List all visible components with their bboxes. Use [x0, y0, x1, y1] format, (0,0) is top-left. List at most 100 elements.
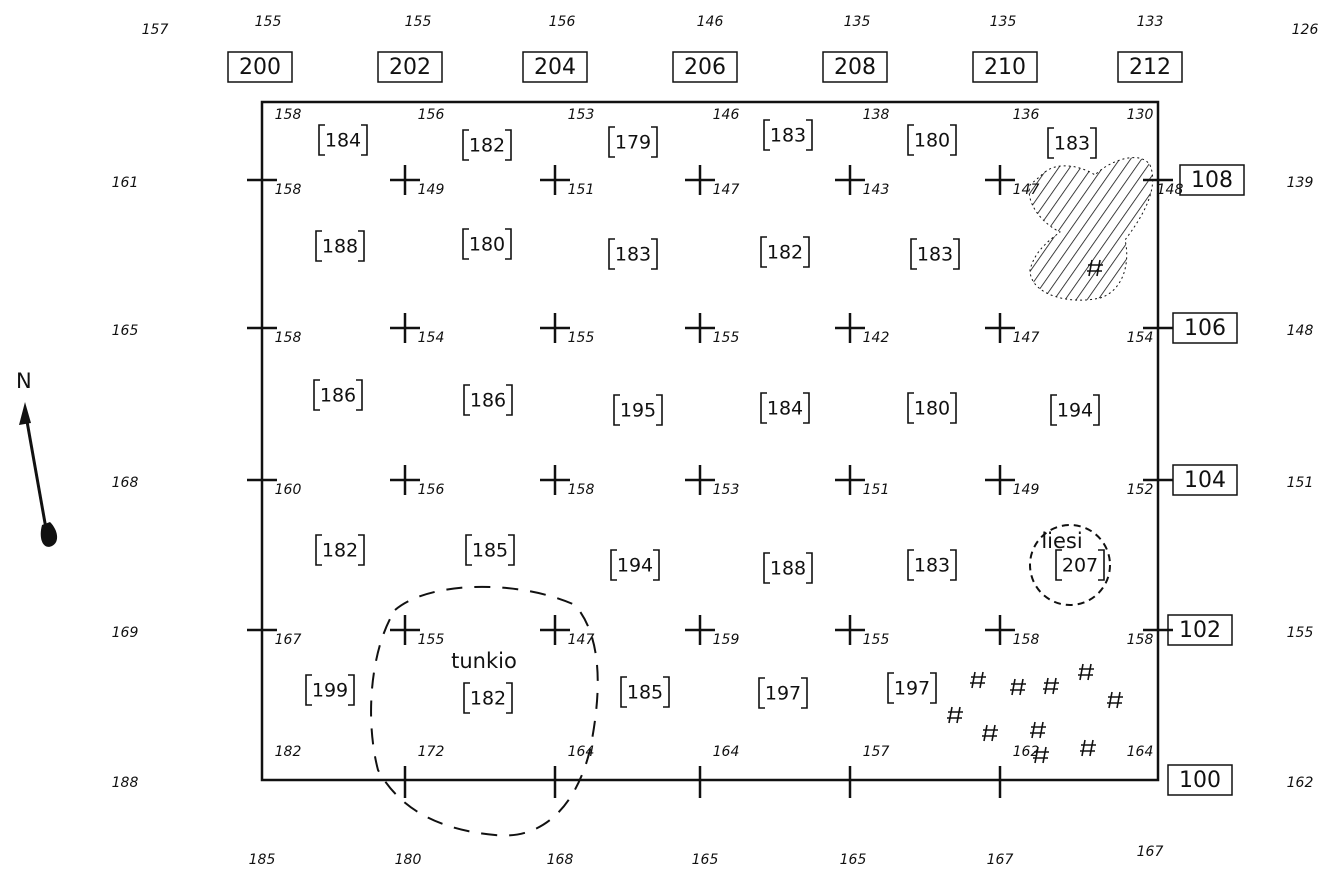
outer-level: 148: [1287, 323, 1314, 339]
square-value: 183: [770, 125, 806, 147]
square-bracket: [608, 238, 658, 270]
square-bracket: [910, 238, 960, 270]
square-value: 183: [615, 244, 651, 266]
square-value: 199: [312, 680, 348, 702]
square-bracket: [318, 124, 368, 156]
point-level: 138: [863, 107, 890, 123]
column-label-box: [972, 51, 1038, 83]
square-bracket: [907, 549, 957, 581]
column-label-box: [377, 51, 443, 83]
outer-level: 157: [142, 22, 169, 38]
square-bracket: [315, 230, 365, 262]
square-bracket: [907, 392, 957, 424]
point-level: 182: [275, 744, 302, 760]
point-level: 130: [1127, 107, 1154, 123]
find-mark: [1030, 721, 1046, 739]
north-label: N: [16, 369, 32, 393]
square-value: 188: [322, 236, 358, 258]
square-value: 183: [917, 244, 953, 266]
column-label: 208: [834, 55, 876, 80]
point-level: 158: [1127, 632, 1154, 648]
point-level: 155: [713, 330, 740, 346]
point-level: 146: [713, 107, 740, 123]
outer-level: 168: [112, 475, 139, 491]
square-bracket: [608, 126, 658, 158]
point-level: 156: [418, 107, 445, 123]
point-level: 136: [1013, 107, 1040, 123]
ash-pit-label: tunkio: [451, 649, 517, 673]
outer-level: 161: [112, 175, 139, 191]
square-bracket: [462, 228, 512, 260]
square-bracket: [315, 534, 365, 566]
find-mark: [1078, 663, 1094, 681]
point-level: 147: [1013, 330, 1040, 346]
square-bracket: [763, 552, 813, 584]
square-value: 180: [914, 130, 950, 152]
square-bracket: [760, 392, 810, 424]
outer-level: 135: [844, 14, 871, 30]
point-level: 162: [1013, 744, 1040, 760]
find-mark: [1087, 259, 1103, 277]
square-bracket: [610, 549, 660, 581]
square-value: 180: [469, 234, 505, 256]
find-mark: [982, 724, 998, 742]
outer-level: 167: [1137, 844, 1164, 860]
column-label-box: [227, 51, 293, 83]
outer-level: 165: [692, 852, 719, 868]
hearth-label: liesi: [1041, 529, 1082, 553]
square-bracket: [1055, 549, 1105, 581]
north-arrow-shaft: [23, 409, 50, 541]
square-value: 185: [627, 682, 663, 704]
point-level: 155: [863, 632, 890, 648]
point-level: 143: [863, 182, 890, 198]
square-bracket: [462, 129, 512, 161]
find-mark: [1043, 677, 1059, 695]
square-value: 194: [617, 555, 653, 577]
square-value: 182: [469, 135, 505, 157]
point-level: 167: [275, 632, 302, 648]
square-value: 179: [615, 132, 651, 154]
point-level: 154: [418, 330, 445, 346]
outer-level: 156: [549, 14, 576, 30]
square-value: 195: [620, 400, 656, 422]
row-label: 102: [1179, 618, 1221, 643]
find-mark: [1033, 746, 1049, 764]
square-value: 182: [322, 540, 358, 562]
square-value: 186: [470, 390, 506, 412]
point-level: 164: [568, 744, 595, 760]
outer-level: 155: [255, 14, 282, 30]
square-value: 197: [765, 683, 801, 705]
point-level: 152: [1127, 482, 1154, 498]
point-level: 147: [568, 632, 595, 648]
square-value: 207: [1062, 555, 1098, 577]
row-label: 100: [1179, 768, 1221, 793]
point-level: 155: [418, 632, 445, 648]
column-label: 210: [984, 55, 1026, 80]
outer-level: 155: [1287, 625, 1314, 641]
square-value: 194: [1057, 400, 1093, 422]
point-level: 164: [1127, 744, 1154, 760]
north-arrow: [19, 402, 58, 547]
point-level: 151: [568, 182, 595, 198]
find-mark: [1010, 678, 1026, 696]
outer-level: 151: [1287, 475, 1314, 491]
point-level: 153: [713, 482, 740, 498]
square-value: 188: [770, 558, 806, 580]
column-label: 204: [534, 55, 576, 80]
point-level: 151: [863, 482, 890, 498]
point-level: 153: [568, 107, 595, 123]
outer-level: 133: [1137, 14, 1164, 30]
square-value: 180: [914, 398, 950, 420]
point-level: 142: [863, 330, 890, 346]
square-value: 182: [470, 688, 506, 710]
point-level: 147: [1013, 182, 1040, 198]
column-label: 200: [239, 55, 281, 80]
point-level: 158: [275, 107, 302, 123]
point-level: 149: [418, 182, 445, 198]
square-bracket: [465, 534, 515, 566]
square-bracket: [1047, 127, 1097, 159]
point-level: 149: [1013, 482, 1040, 498]
square-value: 184: [767, 398, 803, 420]
square-value: 186: [320, 385, 356, 407]
square-value: 185: [472, 540, 508, 562]
